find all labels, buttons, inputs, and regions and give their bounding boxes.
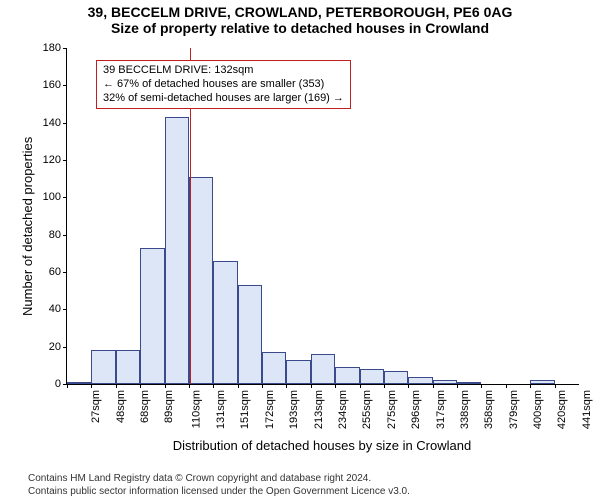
x-tick-label: 68sqm — [139, 390, 151, 423]
histogram-bar — [116, 350, 140, 384]
histogram-bar — [189, 177, 213, 384]
x-axis-label: Distribution of detached houses by size … — [66, 438, 578, 453]
x-tick-label: 89sqm — [163, 390, 175, 423]
annotation-line-1: 39 BECCELM DRIVE: 132sqm — [103, 64, 344, 78]
y-tick-mark — [63, 347, 67, 348]
x-tick-mark — [286, 384, 287, 388]
x-tick-label: 131sqm — [215, 390, 227, 429]
histogram-bar — [67, 382, 91, 384]
histogram-bar — [238, 285, 262, 384]
histogram-bar — [457, 382, 481, 384]
footer-line-1: Contains HM Land Registry data © Crown c… — [28, 473, 600, 486]
x-tick-mark — [67, 384, 68, 388]
y-tick-mark — [63, 85, 67, 86]
x-tick-label: 110sqm — [190, 390, 202, 428]
x-tick-label: 338sqm — [459, 390, 471, 429]
x-tick-label: 275sqm — [386, 390, 398, 429]
x-tick-label: 193sqm — [288, 390, 300, 429]
histogram-bar — [360, 369, 384, 384]
histogram-bar — [433, 380, 457, 384]
x-tick-mark — [360, 384, 361, 388]
x-tick-mark — [506, 384, 507, 388]
histogram-bar — [408, 377, 432, 384]
x-tick-mark — [165, 384, 166, 388]
x-tick-mark — [433, 384, 434, 388]
x-tick-label: 400sqm — [532, 390, 544, 429]
annotation-line-3: 32% of semi-detached houses are larger (… — [103, 92, 344, 106]
y-tick-mark — [63, 309, 67, 310]
x-tick-mark — [238, 384, 239, 388]
x-tick-mark — [555, 384, 556, 388]
chart-frame: 39, BECCELM DRIVE, CROWLAND, PETERBOROUG… — [0, 0, 600, 500]
title-line-1: 39, BECCELM DRIVE, CROWLAND, PETERBOROUG… — [0, 4, 600, 20]
x-tick-label: 172sqm — [264, 390, 276, 429]
histogram-bar — [311, 354, 335, 384]
x-tick-label: 48sqm — [115, 390, 127, 423]
histogram-bar — [165, 117, 189, 384]
x-tick-label: 441sqm — [581, 390, 593, 429]
x-tick-mark — [457, 384, 458, 388]
x-tick-label: 255sqm — [361, 390, 373, 429]
x-tick-label: 151sqm — [240, 390, 252, 429]
title-line-2: Size of property relative to detached ho… — [0, 20, 600, 36]
y-tick-mark — [63, 123, 67, 124]
x-tick-mark — [530, 384, 531, 388]
annotation-box: 39 BECCELM DRIVE: 132sqm ← 67% of detach… — [96, 60, 351, 109]
histogram-bar — [140, 248, 164, 384]
y-tick-mark — [63, 48, 67, 49]
y-tick-mark — [63, 160, 67, 161]
x-tick-label: 296sqm — [410, 390, 422, 429]
footer-line-2: Contains public sector information licen… — [28, 486, 600, 499]
x-tick-mark — [384, 384, 385, 388]
title-block: 39, BECCELM DRIVE, CROWLAND, PETERBOROUG… — [0, 4, 600, 36]
x-tick-label: 27sqm — [90, 390, 102, 423]
x-tick-mark — [335, 384, 336, 388]
x-tick-mark — [311, 384, 312, 388]
annotation-line-2: ← 67% of detached houses are smaller (35… — [103, 78, 344, 92]
y-axis-label: Number of detached properties — [20, 137, 35, 316]
y-tick-mark — [63, 235, 67, 236]
histogram-bar — [335, 367, 359, 384]
x-tick-label: 379sqm — [508, 390, 520, 429]
y-tick-mark — [63, 272, 67, 273]
x-tick-mark — [189, 384, 190, 388]
y-tick-mark — [63, 197, 67, 198]
x-tick-mark — [408, 384, 409, 388]
x-tick-mark — [213, 384, 214, 388]
histogram-bar — [286, 360, 310, 384]
x-tick-mark — [140, 384, 141, 388]
x-tick-mark — [262, 384, 263, 388]
x-tick-label: 420sqm — [556, 390, 568, 429]
histogram-bar — [213, 261, 237, 384]
x-tick-label: 317sqm — [435, 390, 447, 429]
x-tick-mark — [481, 384, 482, 388]
histogram-bar — [262, 352, 286, 384]
x-tick-mark — [116, 384, 117, 388]
footer: Contains HM Land Registry data © Crown c… — [0, 473, 600, 498]
x-tick-label: 234sqm — [337, 390, 349, 429]
histogram-bar — [384, 371, 408, 384]
histogram-bar — [530, 380, 554, 384]
x-tick-label: 358sqm — [483, 390, 495, 429]
x-tick-mark — [91, 384, 92, 388]
x-tick-label: 213sqm — [313, 390, 325, 429]
histogram-bar — [91, 350, 115, 384]
